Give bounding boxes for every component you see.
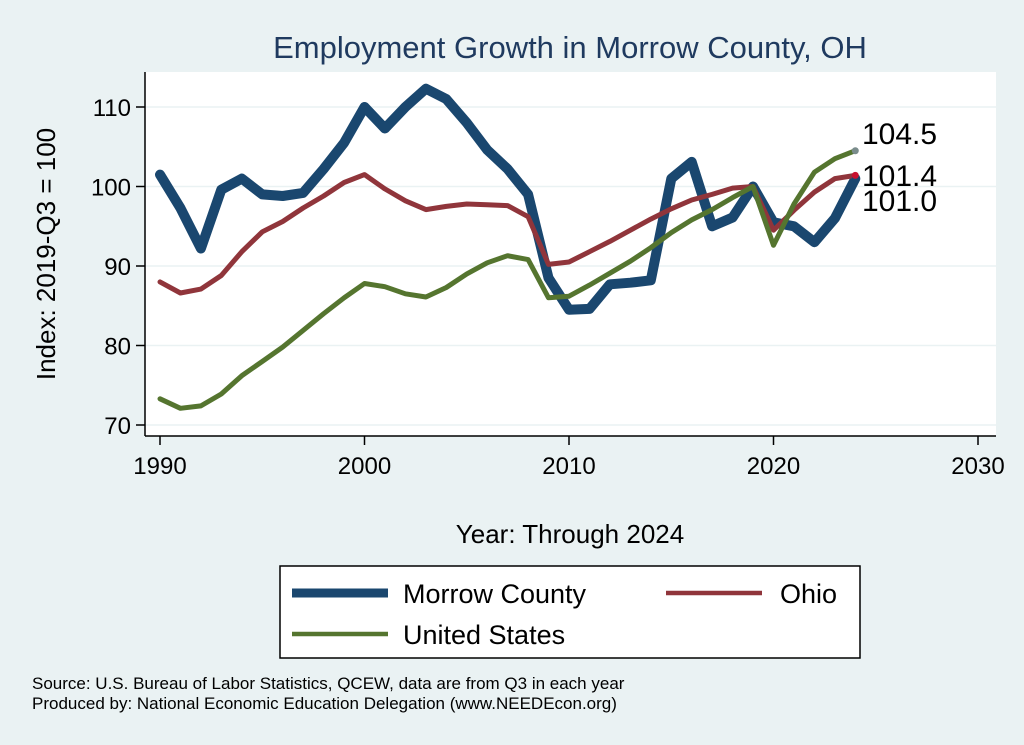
y-tick-label-70: 70: [104, 413, 131, 440]
produced-by-line: Produced by: National Economic Education…: [32, 694, 617, 713]
legend-box: [279, 565, 861, 659]
series-line-morrow: [155, 83, 861, 315]
end-label-ohio: 101.4: [862, 160, 937, 193]
plot-area: [145, 72, 996, 436]
legend-label-morrow: Morrow County: [403, 579, 587, 609]
x-tick-label-2020: 2020: [747, 453, 800, 480]
end-label-morrow: 101.0: [862, 185, 937, 218]
data-series: [155, 83, 861, 411]
source-line: Source: U.S. Bureau of Labor Statistics,…: [32, 674, 625, 693]
x-tick-label-2030: 2030: [951, 453, 1004, 480]
end-marker-us: [851, 147, 859, 155]
y-tick-label-90: 90: [104, 254, 131, 281]
y-tick-label-110: 110: [93, 95, 131, 122]
series-line-us: [157, 148, 858, 411]
axes: 70 80 90 100 110 1990 2000 2010 2020 2030: [91, 72, 1005, 480]
x-tick-label-2000: 2000: [338, 453, 391, 480]
chart-title: Employment Growth in Morrow County, OH: [273, 30, 867, 65]
x-tick-label-1990: 1990: [133, 453, 186, 480]
legend-label-ohio: Ohio: [780, 579, 837, 609]
x-axis-label: Year: Through 2024: [456, 519, 684, 549]
end-label-us: 104.5: [862, 118, 937, 151]
legend-label-us: United States: [403, 620, 565, 650]
y-tick-label-80: 80: [104, 334, 131, 361]
y-tick-label-100: 100: [91, 175, 131, 202]
end-marker-ohio: [851, 171, 859, 179]
legend: Morrow County Ohio United States: [279, 565, 861, 659]
y-axis-label: Index: 2019-Q3 = 100: [31, 128, 61, 380]
series-line-ohio: [157, 172, 858, 296]
x-tick-label-2010: 2010: [542, 453, 595, 480]
